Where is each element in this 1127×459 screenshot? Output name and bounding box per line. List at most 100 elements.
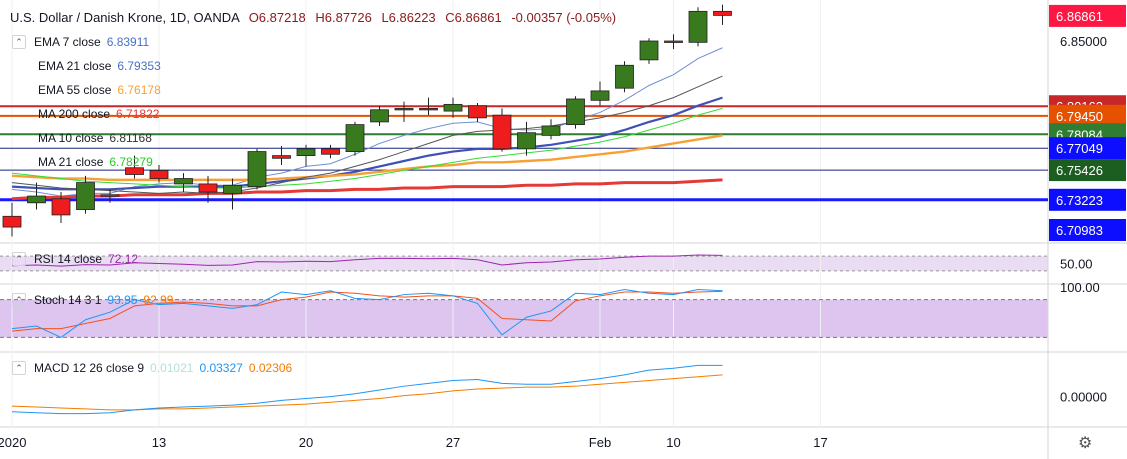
legend-label: RSI 14 close bbox=[34, 252, 103, 266]
price-marker: 6.70983 bbox=[1049, 219, 1126, 241]
legend-label: MA 21 close bbox=[38, 155, 104, 169]
price-label-box bbox=[1049, 137, 1126, 160]
candle-body bbox=[394, 108, 414, 111]
legend-value: 6.81168 bbox=[109, 131, 152, 145]
legend-label: EMA 7 close bbox=[34, 35, 101, 49]
legend-value: 0.03327 bbox=[199, 361, 243, 375]
legend-value: 6.83911 bbox=[106, 35, 150, 49]
candle-body bbox=[443, 103, 463, 112]
stoch-d-line bbox=[11, 290, 723, 332]
candle-body bbox=[149, 170, 169, 179]
price-label-text: 6.77049 bbox=[1056, 141, 1103, 156]
candle-body bbox=[272, 155, 291, 159]
rsi-tick-label: 50.00 bbox=[1060, 257, 1093, 272]
open-value: O6.87218 bbox=[248, 10, 306, 25]
change-value: -0.00357 (-0.05%) bbox=[511, 10, 617, 25]
price-label-text: 6.70983 bbox=[1056, 223, 1103, 238]
series-line bbox=[11, 178, 723, 201]
legend-ema21[interactable]: EMA 21 close 6.79353 bbox=[38, 58, 161, 74]
price-label-box bbox=[1049, 104, 1126, 127]
collapse-chevron-icon[interactable]: ⌃ bbox=[12, 293, 26, 307]
collapse-chevron-icon[interactable]: ⌃ bbox=[12, 361, 26, 375]
series-line bbox=[11, 107, 723, 189]
level-price-marker: 6.77049 bbox=[1049, 137, 1126, 160]
rsi-line bbox=[11, 254, 723, 267]
macd-line bbox=[11, 364, 723, 415]
price-label-box bbox=[1049, 4, 1126, 27]
candle-body bbox=[76, 182, 95, 210]
candle-body bbox=[27, 195, 46, 204]
level-price-marker: 6.73223 bbox=[1049, 188, 1126, 211]
candle-body bbox=[247, 151, 267, 188]
legend-ma10[interactable]: MA 10 close 6.81168 bbox=[38, 130, 152, 146]
candle-body bbox=[100, 194, 120, 197]
chart-header: U.S. Dollar / Danish Krone, 1D, OANDA O6… bbox=[10, 10, 622, 25]
candle-body bbox=[615, 64, 634, 89]
candle-body bbox=[345, 124, 365, 152]
price-label-box bbox=[1049, 219, 1126, 241]
candle-body bbox=[639, 40, 659, 61]
legend-stoch[interactable]: ⌃ Stoch 14 3 1 93.95 92.99 bbox=[12, 292, 173, 308]
level-price-marker: 6.79450 bbox=[1049, 104, 1126, 127]
date-tick-label: Feb bbox=[589, 435, 611, 450]
settings-gear-icon[interactable]: ⚙ bbox=[1078, 435, 1093, 452]
legend-value: 0.02306 bbox=[248, 361, 293, 375]
price-label-text: 6.75426 bbox=[1056, 163, 1103, 178]
price-marker: 6.86861 bbox=[1049, 4, 1126, 27]
legend-value: 93.95 bbox=[107, 293, 138, 307]
legend-value: 6.79353 bbox=[117, 59, 161, 73]
candle-body bbox=[566, 98, 585, 125]
date-tick-label: 2020 bbox=[0, 435, 26, 450]
date-tick-label: 20 bbox=[299, 435, 313, 450]
candle-body bbox=[664, 40, 683, 43]
legend-value: 92.99 bbox=[143, 293, 174, 307]
candle-body bbox=[370, 109, 389, 123]
price-label-box bbox=[1049, 159, 1126, 182]
legend-value: 0.01021 bbox=[150, 361, 194, 375]
legend-rsi[interactable]: ⌃ RSI 14 close 72.12 bbox=[12, 251, 138, 267]
legend-ma200[interactable]: MA 200 close 6.71822 bbox=[38, 106, 159, 122]
candle-body bbox=[174, 178, 193, 185]
candle-body bbox=[590, 90, 610, 101]
candle-body bbox=[468, 105, 487, 119]
legend-ma21[interactable]: MA 21 close 6.78279 bbox=[38, 154, 153, 170]
series-line bbox=[11, 75, 723, 194]
price-label-text: 6.79450 bbox=[1056, 109, 1103, 124]
legend-value: 72.12 bbox=[108, 252, 139, 266]
stoch-k-line bbox=[11, 289, 723, 338]
candle-body bbox=[713, 10, 732, 16]
legend-ema7[interactable]: ⌃ EMA 7 close 6.83911 bbox=[12, 34, 149, 50]
date-tick-label: 17 bbox=[813, 435, 827, 450]
interval[interactable]: 1D bbox=[169, 10, 187, 25]
candle-body bbox=[125, 167, 144, 175]
candle-body bbox=[517, 132, 536, 150]
candle-body bbox=[223, 184, 242, 194]
collapse-chevron-icon[interactable]: ⌃ bbox=[12, 35, 26, 49]
candle-body bbox=[492, 114, 512, 150]
macd-tick-label: 0.00000 bbox=[1060, 390, 1107, 405]
legend-label: MA 200 close bbox=[38, 107, 111, 121]
ohlc-values: O6.87218 H6.87726 L6.86223 C6.86861 -0.0… bbox=[249, 10, 622, 25]
date-tick-label: 10 bbox=[666, 435, 680, 450]
low-value: L6.86223 bbox=[381, 10, 436, 25]
price-tick-label: 6.85000 bbox=[1060, 34, 1107, 49]
legend-value: 6.71822 bbox=[116, 107, 160, 121]
legend-ema55[interactable]: EMA 55 close 6.76178 bbox=[38, 82, 161, 98]
high-value: H6.87726 bbox=[315, 10, 372, 25]
candle-body bbox=[51, 198, 71, 216]
candle-body bbox=[198, 183, 218, 193]
close-value: C6.86861 bbox=[445, 10, 502, 25]
legend-macd[interactable]: ⌃ MACD 12 26 close 9 0.01021 0.03327 0.0… bbox=[12, 360, 292, 376]
collapse-chevron-icon[interactable]: ⌃ bbox=[12, 252, 26, 266]
candle-body bbox=[321, 148, 340, 155]
candle-body bbox=[541, 125, 561, 136]
series-line bbox=[11, 134, 723, 182]
date-tick-label: 27 bbox=[446, 435, 460, 450]
legend-label: EMA 21 close bbox=[38, 59, 112, 73]
source: OANDA bbox=[193, 10, 240, 25]
candle-body bbox=[2, 215, 22, 228]
legend-label: MACD 12 26 close 9 bbox=[34, 361, 145, 375]
symbol-name: U.S. Dollar / Danish Krone bbox=[10, 10, 163, 25]
price-label-box bbox=[1049, 188, 1126, 211]
